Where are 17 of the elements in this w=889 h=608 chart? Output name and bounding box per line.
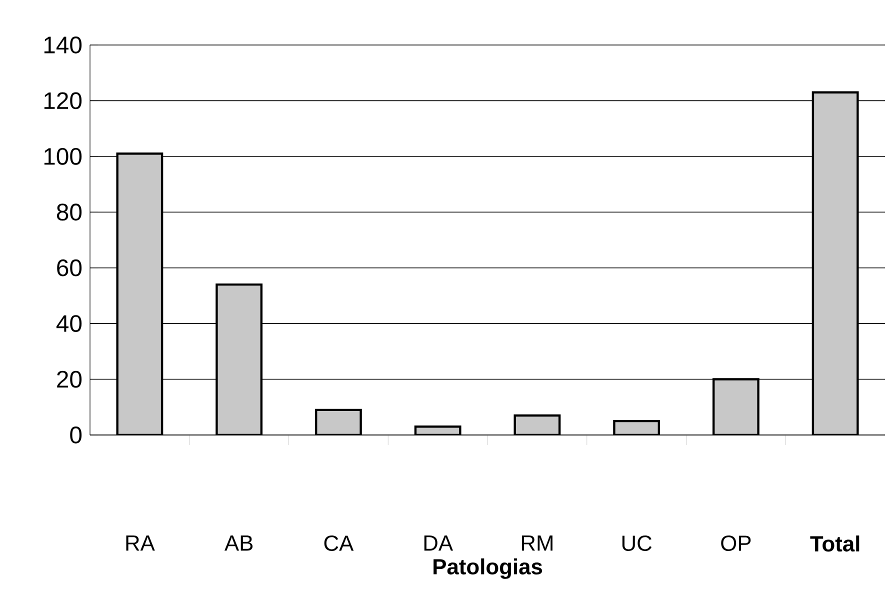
x-axis-title: Patologias <box>434 558 542 579</box>
x-tick-label: DA <box>424 535 453 551</box>
x-tick-label: RM <box>522 535 552 551</box>
x-tick-label: AB <box>224 535 253 551</box>
x-tick-label: CA <box>324 535 354 552</box>
y-tick-label: 120 <box>44 92 82 110</box>
y-tick-label: 140 <box>44 36 82 54</box>
y-tick-label: 100 <box>44 148 82 165</box>
x-tick-label: OP <box>721 535 751 552</box>
x-tick-label: UC <box>622 535 652 552</box>
y-tick-label: 60 <box>57 259 82 276</box>
x-tick-label: Total <box>810 535 860 552</box>
y-tick-label: 80 <box>56 204 82 221</box>
x-tick-label: RA <box>126 535 155 551</box>
y-tick-label: 20 <box>57 370 82 388</box>
y-tick-label: 40 <box>56 315 82 332</box>
y-tick-label: 0 <box>70 426 82 444</box>
